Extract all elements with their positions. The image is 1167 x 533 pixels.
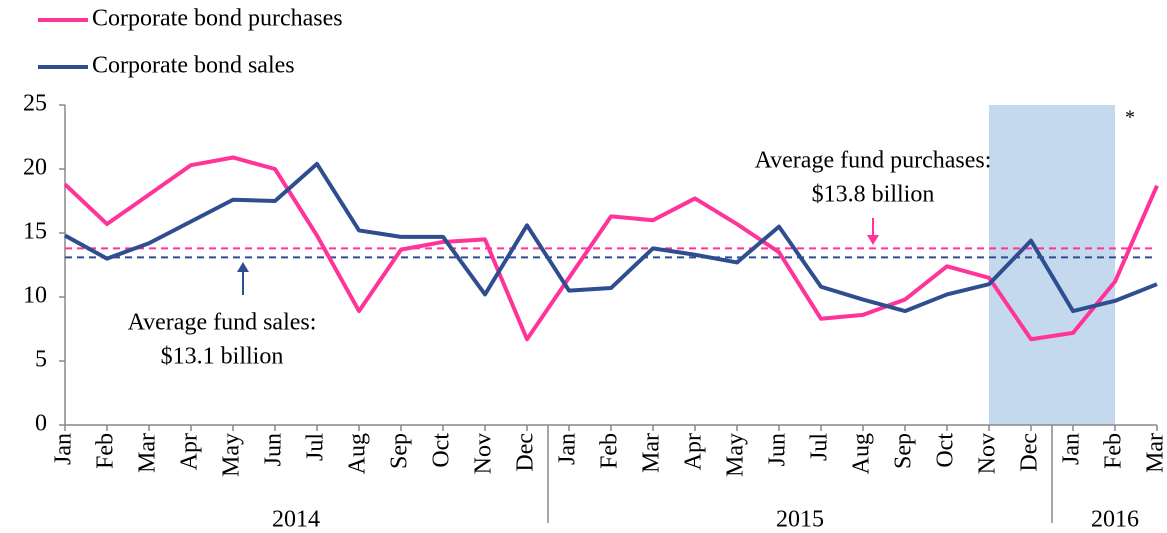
x-tick-label: Sep — [891, 433, 917, 469]
x-tick-label: Feb — [597, 433, 623, 469]
x-tick-label: Feb — [1101, 433, 1127, 469]
x-tick-label: Apr — [681, 433, 707, 470]
x-tick-label: Dec — [513, 433, 539, 472]
x-tick-label: Aug — [849, 433, 875, 474]
x-tick-label: Oct — [429, 433, 455, 468]
series-line — [64, 161, 1158, 314]
series-line — [63, 155, 1159, 342]
x-tick-label: Apr — [177, 433, 203, 470]
x-tick-label: Nov — [471, 433, 497, 474]
x-tick-label: Feb — [93, 433, 119, 469]
annotation-arrowhead — [867, 235, 879, 245]
x-tick-label: Jun — [261, 433, 287, 466]
x-tick-label: Mar — [1143, 433, 1167, 473]
x-tick-label: Dec — [1017, 433, 1043, 472]
y-tick-label: 25 — [23, 91, 47, 117]
x-tick-label: Aug — [345, 433, 371, 474]
year-label: 2015 — [776, 507, 824, 533]
y-tick-label: 20 — [23, 155, 47, 181]
y-tick-label: 0 — [35, 411, 47, 437]
x-tick-label: Oct — [933, 433, 959, 468]
x-tick-label: Sep — [387, 433, 413, 469]
y-tick-label: 5 — [35, 347, 47, 373]
y-tick-label: 15 — [23, 219, 47, 245]
year-label: 2014 — [272, 507, 320, 533]
legend-label: Corporate bond sales — [92, 53, 295, 79]
x-tick-label: Jul — [303, 433, 329, 461]
x-tick-label: Jan — [51, 433, 77, 465]
x-tick-label: May — [219, 433, 245, 477]
annotation: Average fund sales: — [128, 310, 317, 336]
x-tick-label: Mar — [135, 433, 161, 473]
x-tick-label: May — [723, 433, 749, 477]
legend-label: Corporate bond purchases — [92, 6, 343, 32]
y-tick-label: 10 — [23, 283, 47, 309]
annotation-arrowhead — [237, 262, 249, 272]
x-tick-label: Jan — [1059, 433, 1085, 465]
shade-note: * — [1125, 107, 1135, 129]
x-tick-label: Mar — [639, 433, 665, 473]
annotation: $13.1 billion — [161, 344, 284, 370]
year-label: 2016 — [1091, 507, 1139, 533]
x-tick-label: Nov — [975, 433, 1001, 474]
x-tick-label: Jul — [807, 433, 833, 461]
annotation: $13.8 billion — [812, 182, 935, 208]
x-tick-label: Jan — [555, 433, 581, 465]
annotation: Average fund purchases: — [755, 148, 992, 174]
x-tick-label: Jun — [765, 433, 791, 466]
